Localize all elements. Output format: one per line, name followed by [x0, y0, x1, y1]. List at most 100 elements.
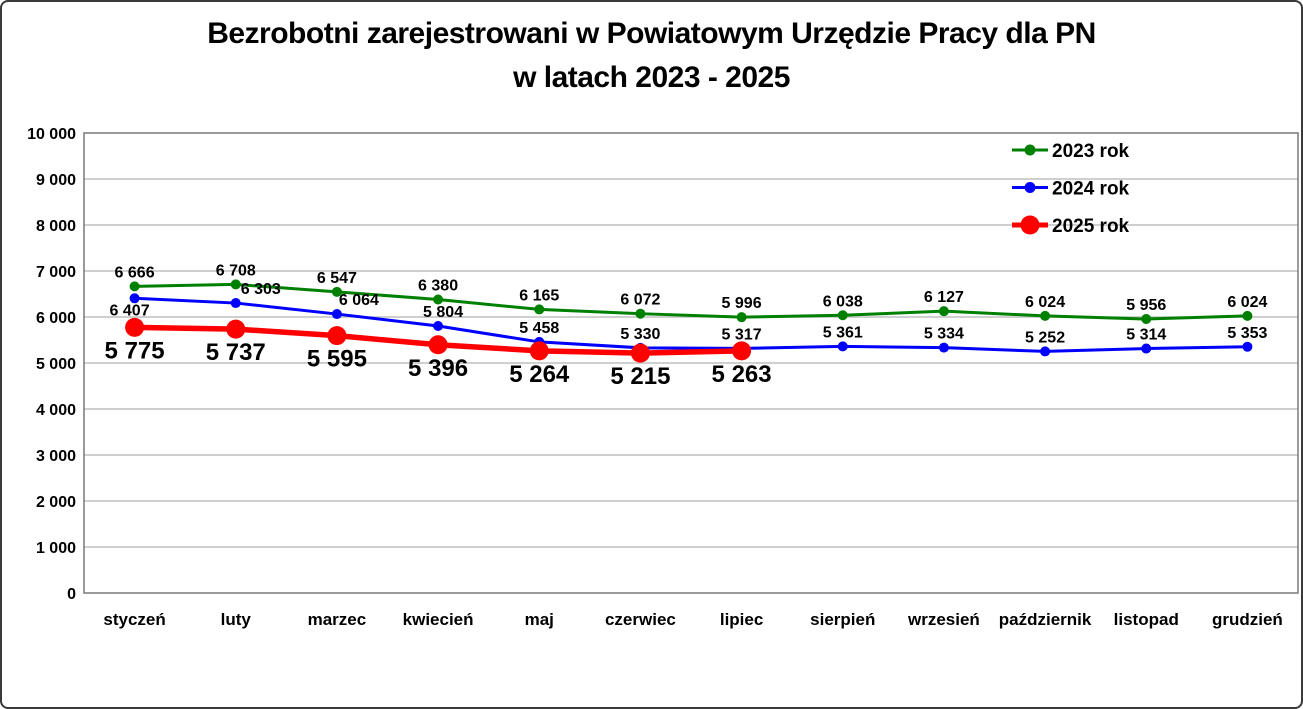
x-axis-month-label: maj [525, 610, 554, 629]
x-axis-month-label: marzec [308, 610, 367, 629]
y-axis-tick-label: 9 000 [36, 172, 76, 189]
data-point-label: 5 215 [610, 363, 670, 390]
chart-title: Bezrobotni zarejestrowani w Powiatowym U… [2, 12, 1301, 100]
data-point-label: 6 165 [519, 287, 559, 304]
legend-item-label: 2025 rok [1052, 216, 1130, 237]
x-axis-month-label: listopad [1114, 610, 1179, 629]
data-point-label: 5 804 [423, 304, 463, 321]
x-axis-month-label: czerwiec [605, 610, 676, 629]
data-point-label: 5 334 [924, 326, 964, 343]
data-point-marker [1040, 310, 1051, 321]
legend-marker [1024, 144, 1036, 156]
data-point-label: 6 303 [241, 281, 281, 298]
data-point-label: 5 458 [519, 320, 559, 337]
x-axis-month-label: październik [999, 610, 1092, 629]
chart-title-line1: Bezrobotni zarejestrowani w Powiatowym U… [207, 17, 1096, 50]
x-axis-month-label: wrzesień [907, 610, 980, 629]
data-point-marker [938, 306, 949, 317]
legend-item-label: 2024 rok [1052, 179, 1130, 200]
series-2024-rok [129, 293, 1253, 357]
data-point-marker [230, 298, 241, 309]
data-point-label: 6 038 [823, 293, 863, 310]
gridlines [84, 178, 1298, 548]
data-point-label: 5 775 [105, 337, 165, 364]
data-point-label: 5 317 [722, 326, 762, 343]
y-axis-tick-label: 7 000 [36, 264, 76, 281]
data-point-label: 6 072 [620, 292, 660, 309]
legend-item: 2025 rok [1012, 215, 1130, 237]
data-point-label: 5 252 [1025, 329, 1065, 346]
data-point-marker [433, 321, 444, 332]
legend: 2023 rok 2024 rok 2025 rok [1012, 141, 1130, 237]
data-point-label: 5 996 [722, 295, 762, 312]
data-point-label: 6 127 [924, 289, 964, 306]
data-point-marker [534, 304, 545, 315]
y-axis-tick-label: 6 000 [36, 310, 76, 327]
data-labels-2025-rok: 5 775 5 737 5 595 5 396 5 264 5 215 5 263 [105, 337, 772, 390]
y-axis: 0 1 000 2 000 3 000 4 000 5 000 6 000 7 000 8 00… [27, 126, 76, 603]
data-point-marker [428, 335, 448, 355]
data-point-label: 5 263 [712, 361, 772, 388]
y-axis-tick-label: 2 000 [36, 494, 76, 511]
data-point-label: 6 064 [339, 292, 379, 309]
data-point-marker [1242, 310, 1253, 321]
data-labels-2024-rok: 6 407 6 303 6 064 5 804 5 458 5 330 5 317 5 361… [110, 281, 1268, 346]
series-2023-rok-line [133, 282, 1249, 321]
data-point-marker [1242, 341, 1253, 352]
chart-title-line2: w latach 2023 - 2025 [513, 61, 790, 94]
data-point-label: 6 380 [418, 278, 458, 295]
data-point-marker [433, 294, 444, 305]
data-point-marker [938, 342, 949, 353]
data-point-marker [1141, 343, 1152, 354]
data-point-marker [125, 317, 145, 337]
data-point-label: 6 708 [216, 262, 256, 279]
x-axis-month-label: kwiecień [403, 610, 474, 629]
data-point-marker [736, 312, 747, 323]
data-point-label: 6 407 [110, 302, 150, 319]
data-labels-2023-rok: 6 666 6 708 6 547 6 380 6 165 6 072 5 996 6 038… [115, 262, 1268, 314]
x-axis-month-label: styczeń [103, 610, 165, 629]
data-point-marker [331, 286, 342, 297]
data-point-label: 6 024 [1227, 294, 1267, 311]
data-point-label: 5 330 [620, 326, 660, 343]
data-point-label: 5 737 [206, 339, 266, 366]
data-point-label: 5 956 [1126, 297, 1166, 314]
x-axis-month-label: lipiec [720, 610, 763, 629]
data-point-marker [732, 341, 752, 361]
x-axis-month-label: sierpień [810, 610, 875, 629]
legend-item-label: 2023 rok [1052, 141, 1130, 162]
legend-item: 2023 rok [1012, 141, 1130, 162]
data-point-marker [230, 279, 241, 290]
data-point-marker [635, 308, 646, 319]
y-axis-tick-label: 3 000 [36, 448, 76, 465]
data-point-label: 6 666 [115, 264, 155, 281]
data-point-marker [837, 310, 848, 321]
data-point-marker [129, 293, 140, 304]
data-point-marker [327, 326, 347, 346]
legend-item: 2024 rok [1012, 179, 1130, 200]
data-point-label: 5 595 [307, 346, 367, 373]
y-axis-tick-label: 0 [67, 586, 76, 603]
y-axis-tick-label: 5 000 [36, 356, 76, 373]
x-axis-month-label: luty [221, 610, 252, 629]
y-axis-tick-label: 1 000 [36, 540, 76, 557]
data-point-marker [630, 343, 650, 363]
data-point-label: 6 547 [317, 270, 357, 287]
data-point-label: 5 314 [1126, 327, 1166, 344]
series-2024-rok-line [133, 296, 1249, 353]
y-axis-tick-label: 4 000 [36, 402, 76, 419]
data-point-marker [226, 319, 246, 339]
plot-border [83, 132, 1299, 594]
data-point-label: 5 264 [509, 361, 570, 388]
data-point-marker [1141, 314, 1152, 325]
x-axis: styczeń luty marzec kwiecień maj czerwiec lipi… [103, 610, 1282, 629]
series-2023-rok [129, 279, 1253, 325]
legend-marker [1024, 182, 1036, 193]
data-point-label: 5 396 [408, 355, 468, 382]
data-point-marker [331, 309, 342, 320]
y-axis-tick-label: 10 000 [27, 126, 76, 143]
x-axis-month-label: grudzień [1212, 610, 1283, 629]
series-2025-rok [125, 317, 752, 363]
